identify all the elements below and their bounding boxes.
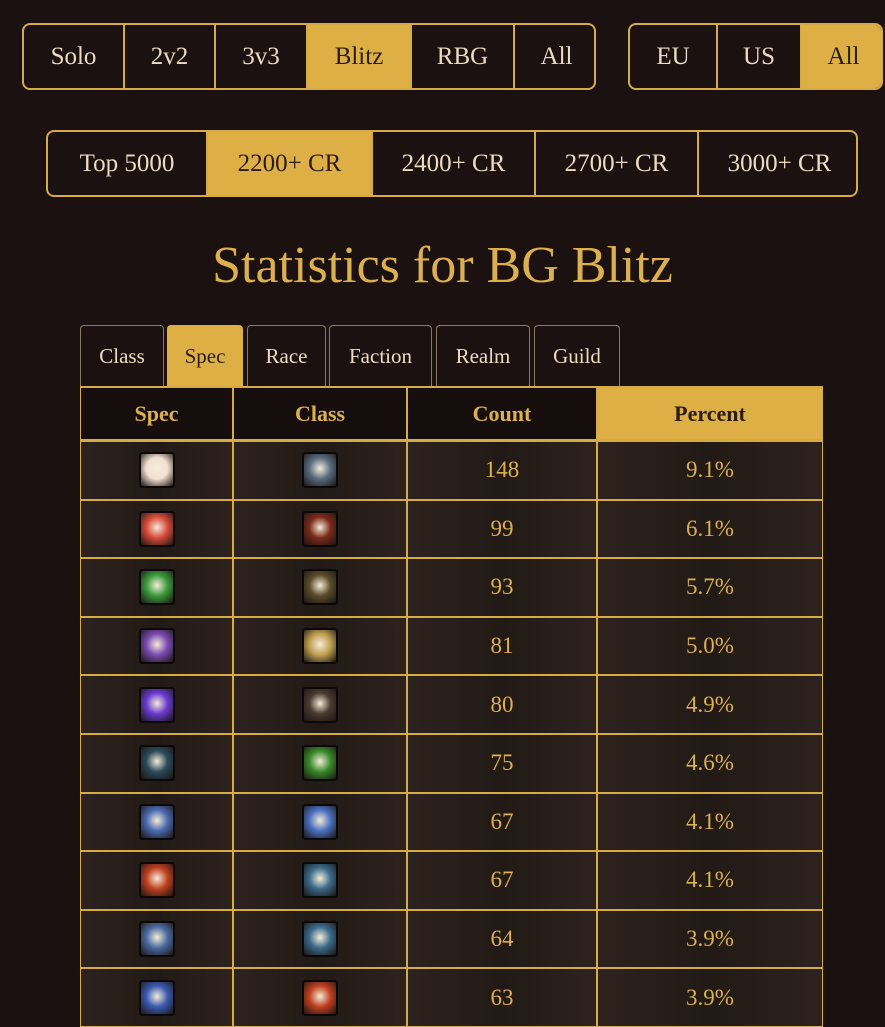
filter-button[interactable]: 3v3 xyxy=(214,25,306,88)
filter-button[interactable]: Top 5000 xyxy=(79,149,175,177)
column-header[interactable]: Class xyxy=(233,386,407,441)
spec-cell xyxy=(80,499,233,559)
filter-button[interactable]: EU xyxy=(656,42,690,70)
percent-cell: 3.9% xyxy=(597,968,823,1027)
spec-icon xyxy=(138,803,175,840)
column-header[interactable]: Spec xyxy=(80,386,233,441)
spec-cell xyxy=(80,734,233,793)
percent-cell: 4.1% xyxy=(597,792,823,852)
tab[interactable]: Faction xyxy=(329,325,432,386)
percent-cell: 5.0% xyxy=(597,616,823,676)
filter-button[interactable]: Solo xyxy=(50,42,97,70)
percent-cell: 6.1% xyxy=(597,499,823,559)
filter-button[interactable]: All xyxy=(800,25,881,88)
tab[interactable]: Class xyxy=(80,325,164,386)
count-cell: 64 xyxy=(407,909,597,969)
filter-button[interactable]: 2400+ CR xyxy=(371,132,534,195)
count-cell: 80 xyxy=(407,675,597,734)
spec-icon xyxy=(138,745,175,782)
count-cell: 99 xyxy=(407,499,597,559)
percent-cell: 4.1% xyxy=(597,851,823,910)
filter-button[interactable]: 2700+ CR xyxy=(534,132,697,195)
count-cell: 67 xyxy=(407,792,597,852)
rating-filter-group: Top 5000 2200+ CR 2400+ CR 2700+ CR 3000+ CR xyxy=(46,130,858,197)
filter-button[interactable]: US xyxy=(716,25,800,88)
filter-button[interactable]: 2v2 xyxy=(123,25,214,88)
class-cell xyxy=(233,734,407,793)
filter-button[interactable]: 2200+ CR xyxy=(206,132,371,195)
count-cell: 63 xyxy=(407,968,597,1027)
class-icon xyxy=(302,803,338,840)
spec-cell xyxy=(80,851,233,910)
count-cell: 81 xyxy=(407,616,597,676)
column-header[interactable]: Count xyxy=(407,386,597,441)
count-cell: 93 xyxy=(407,558,597,617)
filter-button[interactable]: All xyxy=(513,25,594,88)
class-cell xyxy=(233,616,407,676)
spec-cell xyxy=(80,968,233,1027)
spec-icon xyxy=(138,686,175,723)
spec-icon xyxy=(138,569,175,606)
spec-icon xyxy=(138,628,175,665)
spec-cell xyxy=(80,441,233,500)
tab[interactable]: Race xyxy=(247,325,326,386)
class-cell xyxy=(233,792,407,852)
filter-button[interactable]: Blitz xyxy=(306,25,410,88)
spec-cell xyxy=(80,558,233,617)
page-title: Statistics for BG Blitz xyxy=(212,237,673,294)
class-icon xyxy=(302,686,338,723)
column-header[interactable]: Percent xyxy=(597,386,823,441)
spec-icon xyxy=(138,862,175,899)
count-cell: 148 xyxy=(407,441,597,500)
class-icon xyxy=(302,921,338,958)
class-cell xyxy=(233,851,407,910)
class-icon xyxy=(302,628,338,665)
filter-button[interactable]: 3000+ CR xyxy=(697,132,856,195)
tab[interactable]: Spec xyxy=(167,325,243,386)
percent-cell: 9.1% xyxy=(597,441,823,500)
percent-cell: 4.6% xyxy=(597,734,823,793)
class-icon xyxy=(302,452,338,489)
class-cell xyxy=(233,909,407,969)
spec-icon xyxy=(138,452,175,489)
region-filter-group: EU US All xyxy=(628,23,883,90)
class-cell xyxy=(233,441,407,500)
spec-icon xyxy=(138,510,175,547)
mode-filter-group: Solo 2v2 3v3 Blitz RBG All xyxy=(22,23,596,90)
class-icon xyxy=(302,569,338,606)
tab[interactable]: Guild xyxy=(534,325,620,386)
class-cell xyxy=(233,968,407,1027)
spec-icon xyxy=(138,921,175,958)
class-cell xyxy=(233,675,407,734)
class-icon xyxy=(302,862,338,899)
class-icon xyxy=(302,510,338,547)
filter-button[interactable]: RBG xyxy=(410,25,513,88)
spec-cell xyxy=(80,675,233,734)
class-icon xyxy=(302,745,338,782)
count-cell: 75 xyxy=(407,734,597,793)
spec-cell xyxy=(80,909,233,969)
tab[interactable]: Realm xyxy=(436,325,530,386)
spec-icon xyxy=(138,979,175,1016)
class-icon xyxy=(302,979,338,1016)
percent-cell: 3.9% xyxy=(597,909,823,969)
percent-cell: 4.9% xyxy=(597,675,823,734)
spec-cell xyxy=(80,792,233,852)
spec-cell xyxy=(80,616,233,676)
class-cell xyxy=(233,558,407,617)
percent-cell: 5.7% xyxy=(597,558,823,617)
class-cell xyxy=(233,499,407,559)
count-cell: 67 xyxy=(407,851,597,910)
